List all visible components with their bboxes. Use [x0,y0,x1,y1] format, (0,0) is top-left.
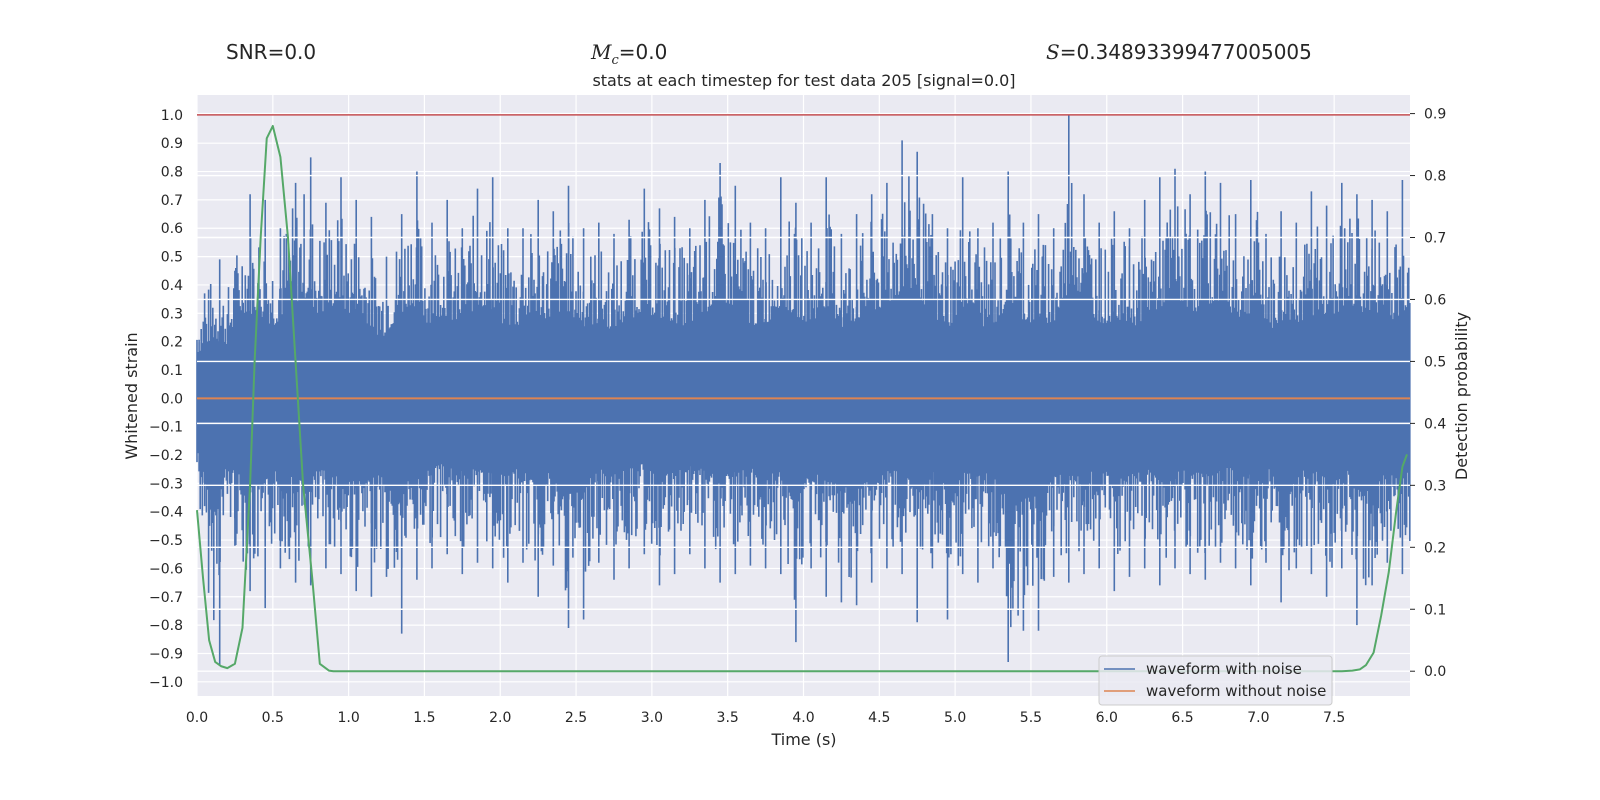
y2-tick-label-5: 0.4 [1424,416,1446,432]
y-tick-label-1: 0.9 [161,136,183,152]
legend-label-clean: waveform without noise [1146,682,1326,700]
x-tick-label-7: 3.5 [717,710,739,726]
x-tick-label-11: 5.5 [1020,710,1042,726]
legend-box [1098,655,1333,706]
x-tick-label-14: 7.0 [1247,710,1269,726]
y2-axis-label: Detection probability [1452,312,1471,480]
y-tick-label-9: 0.1 [161,363,183,379]
y-tick-label-10: 0.0 [161,391,183,407]
x-tick-label-10: 5.0 [944,710,966,726]
x-axis-label: Time (s) [770,730,836,749]
detection-probability-line [196,124,1408,673]
y-axis-label: Whitened strain [122,332,141,459]
x-tick-label-5: 2.5 [565,710,587,726]
y2-tick-label-9: 0.0 [1424,664,1446,680]
y-tick-label-20: −1.0 [149,675,183,691]
legend: waveform with noise waveform without noi… [1098,655,1333,706]
x-tick-label-1: 0.5 [262,710,284,726]
y2-tick-label-3: 0.6 [1424,292,1446,308]
y-tick-label-13: −0.3 [149,476,183,492]
y-tick-label-19: −0.9 [149,646,183,662]
y2-tick-label-4: 0.5 [1424,354,1446,370]
y2-tick-label-1: 0.8 [1424,169,1446,185]
x-tick-label-3: 1.5 [413,710,435,726]
waveform-with-noise-line [196,114,1411,665]
y-tick-label-16: −0.6 [149,561,183,577]
y2-tick-label-0: 0.9 [1424,107,1446,123]
legend-label-noise: waveform with noise [1146,660,1302,678]
y2-tick-label-8: 0.1 [1424,602,1446,618]
y2-tick-label-6: 0.3 [1424,478,1446,494]
y-tick-label-5: 0.5 [161,250,183,266]
x-tick-label-15: 7.5 [1323,710,1345,726]
y-tick-label-6: 0.4 [161,278,183,294]
y-tick-label-14: −0.4 [149,505,183,521]
y-tick-label-17: −0.7 [149,590,183,606]
y-tick-label-15: −0.5 [149,533,183,549]
x-tick-label-2: 1.0 [337,710,359,726]
score-stat: S=0.34893399477005005 [1046,40,1312,64]
x-tick-label-4: 2.0 [489,710,511,726]
snr-stat: SNR=0.0 [226,40,317,64]
x-tick-label-8: 4.0 [792,710,814,726]
x-tick-label-13: 6.5 [1171,710,1193,726]
y-tick-label-7: 0.3 [161,306,183,322]
y-tick-label-8: 0.2 [161,335,183,351]
chart-title: stats at each timestep for test data 205… [592,71,1015,90]
x-tick-label-9: 4.5 [868,710,890,726]
y2-tick-label-7: 0.2 [1424,540,1446,556]
y-tick-label-2: 0.8 [161,165,183,181]
x-tick-label-12: 6.0 [1096,710,1118,726]
x-tick-label-6: 3.0 [641,710,663,726]
y-tick-label-11: −0.1 [149,420,183,436]
y-tick-label-18: −0.8 [149,618,183,634]
y-tick-label-4: 0.6 [161,221,183,237]
y-tick-label-0: 1.0 [161,108,183,124]
y-tick-label-12: −0.2 [149,448,183,464]
y2-tick-label-2: 0.7 [1424,231,1446,247]
chirp-mass-stat: Mc=0.0 [591,40,668,68]
x-tick-label-0: 0.0 [186,710,208,726]
y-tick-label-3: 0.7 [161,193,183,209]
